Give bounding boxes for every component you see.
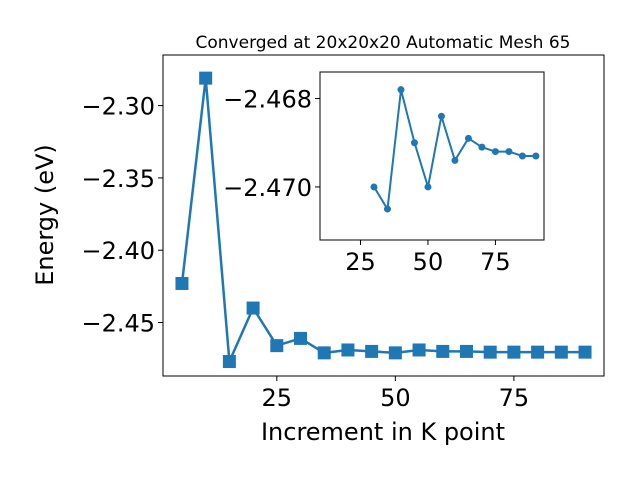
main-data-point [341,343,355,357]
main-y-tick-label: −2.30 [81,93,155,121]
main-data-point [531,345,545,359]
main-y-tick-label: −2.45 [81,310,155,338]
inset-data-point [464,134,472,142]
main-data-point [578,345,592,359]
inset-data-point [370,183,378,191]
inset-series [370,86,540,213]
main-x-tick-label: 50 [380,384,411,412]
inset-ticks: 25 50 75 −2.470 −2.468 [223,86,511,276]
main-data-point [317,346,331,360]
main-data-point [294,331,308,345]
main-x-tick-label: 75 [499,384,530,412]
inset-data-point [518,152,526,160]
inset-data-point [437,112,445,120]
main-data-point [246,301,260,315]
main-y-tick-label: −2.40 [81,237,155,265]
main-data-point [175,276,189,290]
main-data-point [436,344,450,358]
main-data-point [459,344,473,358]
inset-x-tick-label: 25 [345,248,376,276]
inset-y-tick-label: −2.470 [223,174,312,202]
inset-x-tick-label: 50 [413,248,444,276]
main-data-point [483,345,497,359]
inset-plot-frame [319,71,545,241]
inset-x-tick-label: 75 [480,248,511,276]
main-data-point [412,343,426,357]
main-series [175,71,592,369]
inset-y-tick-label: −2.468 [223,86,312,114]
chart-title: Converged at 20x20x20 Automatic Mesh 65 [196,33,571,53]
inset-data-point [383,205,391,213]
main-y-tick-label: −2.35 [81,165,155,193]
inset-data-point [451,156,459,164]
main-data-point [554,345,568,359]
inset-plot: 25 50 75 −2.470 −2.468 [223,71,545,276]
main-data-point [388,346,402,360]
inset-data-point [505,148,513,156]
y-axis-label: Energy (eV) [31,144,59,286]
main-ticks: 25 50 75 −2.30 −2.35 −2.40 −2.45 [81,93,529,412]
inset-data-point [478,143,486,151]
inset-data-point [424,183,432,191]
inset-data-point [397,86,405,94]
main-plot-frame [162,54,605,377]
inset-data-point [491,148,499,156]
inset-data-point [532,152,540,160]
main-x-tick-label: 25 [262,384,293,412]
main-data-point [270,339,284,353]
main-data-point [222,355,236,369]
main-plot: Converged at 20x20x20 Automatic Mesh 65 … [31,33,605,446]
main-data-point [507,345,521,359]
x-axis-label: Increment in K point [261,418,505,446]
main-data-point [199,71,213,85]
main-data-point [365,344,379,358]
inset-data-point [410,139,418,147]
